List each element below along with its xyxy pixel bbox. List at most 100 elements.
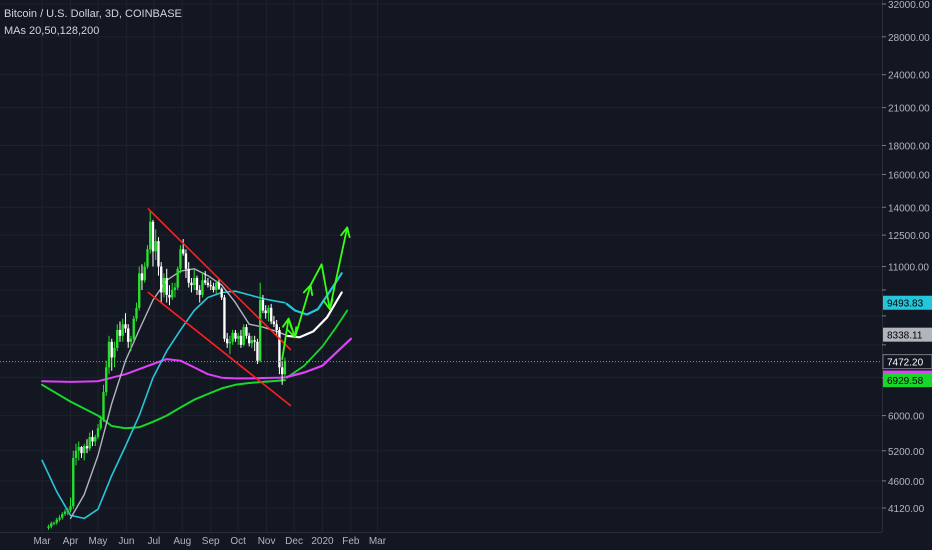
- candle-body: [94, 436, 97, 442]
- candle: [85, 439, 89, 454]
- candle: [228, 335, 232, 355]
- candle-body: [63, 511, 67, 515]
- candle: [96, 423, 100, 440]
- candle: [47, 524, 50, 530]
- price-axis-bg: [882, 0, 932, 550]
- candle-body: [116, 329, 119, 348]
- candle-body: [47, 526, 50, 528]
- candle-body: [176, 268, 179, 288]
- candle: [275, 320, 278, 336]
- time-tick-label: Sep: [202, 536, 220, 547]
- candle: [110, 338, 113, 371]
- candle-body: [193, 277, 196, 286]
- candle: [105, 360, 108, 396]
- candle: [138, 266, 141, 311]
- price-label-box: [883, 327, 932, 342]
- candle-body: [162, 277, 166, 293]
- candle-body: [74, 450, 78, 458]
- candle-body: [52, 522, 56, 524]
- candle-body: [50, 523, 53, 527]
- price-tick-label: 16000.00: [888, 170, 930, 181]
- candle: [113, 341, 116, 368]
- candle: [267, 305, 270, 322]
- candle: [272, 315, 276, 328]
- candle-body: [107, 341, 111, 368]
- candle-body: [283, 360, 287, 375]
- candle: [160, 262, 163, 303]
- arrowhead-down: [287, 326, 298, 339]
- candle-body: [127, 328, 130, 342]
- candle-body: [72, 457, 75, 507]
- candle-body: [160, 266, 163, 293]
- candle: [278, 327, 281, 375]
- time-axis[interactable]: Mar Apr May Jun Jul Aug Sep Oct Nov Dec 2020 Feb Mar: [0, 532, 882, 550]
- candle-body: [198, 289, 201, 295]
- candle-body: [239, 335, 243, 345]
- candle: [220, 287, 223, 301]
- candle: [83, 443, 86, 461]
- candle: [61, 512, 64, 520]
- candle-body: [85, 446, 89, 449]
- price-axis[interactable]: 4120.00 4600.00 5200.00 6000.00 11000.00 1250…: [882, 0, 932, 550]
- candle: [162, 273, 166, 298]
- candle: [283, 357, 287, 378]
- price-tick-label: 12500.00: [888, 231, 930, 242]
- candle-body: [204, 280, 207, 283]
- ma50-line: [41, 290, 286, 520]
- candle: [184, 249, 188, 278]
- candle-body: [135, 307, 138, 319]
- time-tick-label: Mar: [369, 536, 387, 547]
- price-label-ma200: 6929.58: [883, 373, 932, 388]
- candle: [55, 517, 58, 525]
- candle-body: [91, 436, 94, 442]
- price-tick-label: 14000.00: [888, 203, 930, 214]
- arrowhead-up: [340, 226, 351, 239]
- symbol-title[interactable]: Bitcoin / U.S. Dollar, 3D, COINBASE: [4, 8, 182, 20]
- candle-body: [121, 324, 124, 336]
- candle-body: [173, 287, 177, 290]
- candle-body: [154, 241, 157, 252]
- candle: [182, 239, 185, 256]
- candle-body: [138, 273, 141, 308]
- candle-body: [242, 327, 245, 345]
- candle-body: [256, 341, 259, 361]
- candle: [129, 335, 133, 352]
- candle: [264, 305, 267, 319]
- candle: [168, 285, 171, 306]
- candle-body: [231, 332, 234, 342]
- time-tick-label: Apr: [63, 536, 79, 547]
- candle-body: [275, 324, 278, 330]
- candle-body: [69, 506, 72, 511]
- candle-body: [184, 253, 188, 269]
- channel-upper-line: [147, 208, 292, 351]
- candle-body: [236, 335, 240, 339]
- candle: [72, 450, 75, 510]
- candle-body: [190, 282, 193, 286]
- candle-body: [171, 289, 174, 298]
- time-tick-label: Jul: [147, 536, 160, 547]
- candle: [187, 262, 190, 288]
- candle: [236, 332, 240, 345]
- candle-body: [206, 282, 210, 286]
- candle: [179, 245, 182, 274]
- candle: [58, 515, 61, 522]
- candle: [201, 273, 204, 298]
- price-tick-label: 28000.00: [888, 33, 930, 44]
- candle-body: [102, 392, 105, 420]
- candle: [66, 508, 69, 516]
- candle: [198, 285, 201, 303]
- studies-label[interactable]: MAs 20,50,128,200: [4, 25, 100, 37]
- candle: [50, 521, 53, 529]
- candle: [204, 271, 207, 286]
- price-tick-label: 6000.00: [888, 412, 925, 423]
- price-tick-label: 32000.00: [888, 0, 930, 11]
- candle: [234, 329, 237, 342]
- candle-body: [179, 249, 182, 269]
- candle: [74, 443, 78, 466]
- candle: [121, 318, 124, 342]
- candle: [258, 282, 262, 363]
- candle-body: [77, 447, 80, 451]
